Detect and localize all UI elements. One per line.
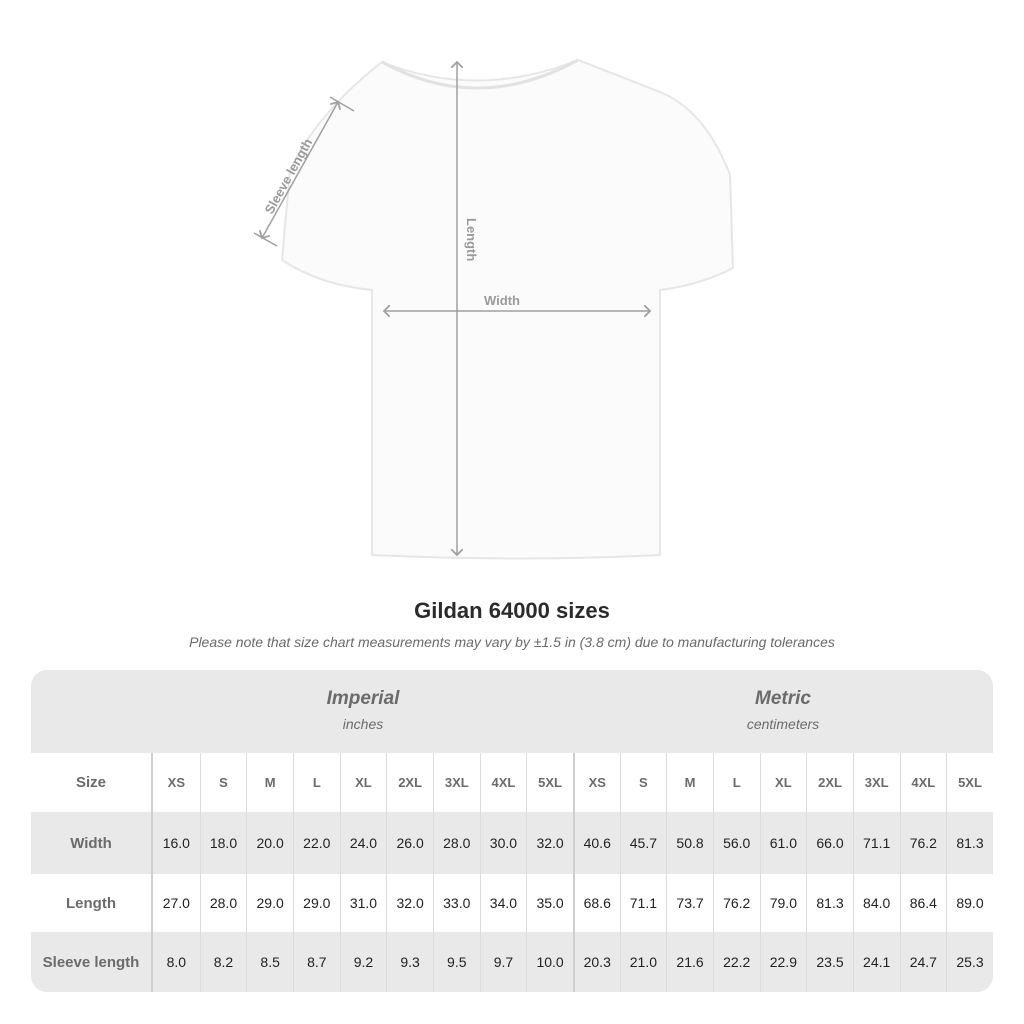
imperial-cell: 3XL (432, 753, 480, 812)
metric-cell: 21.0 (619, 932, 667, 992)
row-label: Size (31, 753, 153, 812)
metric-cell: XL (759, 753, 807, 812)
imperial-title: Imperial (326, 688, 400, 709)
imperial-cell: 8.2 (199, 932, 247, 992)
metric-cell: 4XL (899, 753, 947, 812)
tshirt-shape (280, 58, 735, 560)
metric-cell: 89.0 (946, 874, 993, 932)
imperial-cell: 8.5 (246, 932, 293, 992)
metric-cell: 3XL (852, 753, 900, 812)
imperial-cell: 29.0 (246, 874, 293, 932)
imperial-cell: 2XL (386, 753, 433, 812)
imperial-cell: 22.0 (292, 812, 340, 874)
chart-title: Gildan 64000 sizes (414, 598, 610, 623)
size-row: Size XS S M L XL 2XL 3XL 4XL 5XL XS S M L XL 2XL 3XL 4XL 5… (31, 753, 993, 812)
imperial-cell: 28.0 (432, 812, 480, 874)
metric-cell: 2XL (806, 753, 853, 812)
imperial-cell: 30.0 (479, 812, 527, 874)
metric-cell: 23.5 (806, 932, 853, 992)
metric-cell: 45.7 (619, 812, 667, 874)
metric-cell: XS (572, 753, 620, 812)
imperial-cell: 26.0 (386, 812, 433, 874)
imperial-unit: inches (342, 716, 384, 732)
imperial-header: Imperial inches (153, 670, 573, 753)
sleeve-length-row: Sleeve length 8.0 8.2 8.5 8.7 9.2 9.3 9.5 9.7 10.… (31, 932, 993, 992)
metric-cell: 76.2 (712, 874, 760, 932)
imperial-cell: 34.0 (479, 874, 527, 932)
imperial-cell: 10.0 (526, 932, 573, 992)
imperial-cell: 29.0 (292, 874, 340, 932)
imperial-cell: 32.0 (386, 874, 433, 932)
imperial-cell: 8.0 (166, 954, 187, 970)
tshirt-diagram: Sleeve length Length Width (253, 58, 735, 560)
imperial-cell: S (199, 753, 247, 812)
metric-cell: 21.6 (666, 932, 713, 992)
imperial-cell: 27.0 (162, 895, 190, 911)
imperial-cell: 28.0 (199, 874, 247, 932)
imperial-cell: 24.0 (339, 812, 387, 874)
metric-cell: 24.7 (899, 932, 947, 992)
metric-header: Metric centimeters (573, 670, 993, 753)
row-label: Length (31, 874, 153, 932)
metric-cell: L (712, 753, 760, 812)
metric-title: Metric (755, 688, 811, 709)
imperial-cell: 9.3 (386, 932, 433, 992)
imperial-cell: 31.0 (339, 874, 387, 932)
imperial-cell: 9.7 (479, 932, 527, 992)
metric-cell: 50.8 (666, 812, 713, 874)
metric-cell: 86.4 (899, 874, 947, 932)
tolerance-note: Please note that size chart measurements… (189, 634, 835, 650)
imperial-cell: 35.0 (526, 874, 573, 932)
metric-cell: 40.6 (572, 812, 620, 874)
imperial-cell: 9.2 (339, 932, 387, 992)
imperial-cell: XS (167, 775, 185, 790)
width-label: Width (484, 293, 520, 308)
imperial-cell: M (246, 753, 293, 812)
metric-cell: 73.7 (666, 874, 713, 932)
metric-cell: 76.2 (899, 812, 947, 874)
metric-cell: 71.1 (619, 874, 667, 932)
imperial-cell: 20.0 (246, 812, 293, 874)
metric-cell: 22.2 (712, 932, 760, 992)
size-table: Imperial inches Metric centimeters Size X… (31, 670, 993, 992)
length-row: Length 27.0 28.0 29.0 29.0 31.0 32.0 33.0 34.0 35… (31, 874, 993, 932)
imperial-cell: XL (339, 753, 387, 812)
metric-cell: 24.1 (852, 932, 900, 992)
row-label: Sleeve length (31, 932, 153, 992)
imperial-cell: 33.0 (432, 874, 480, 932)
imperial-cell: L (292, 753, 340, 812)
imperial-cell: 4XL (479, 753, 527, 812)
metric-cell: 66.0 (806, 812, 853, 874)
length-label: Length (464, 218, 479, 261)
row-label: Width (31, 812, 153, 874)
metric-cell: 84.0 (852, 874, 900, 932)
imperial-cell: 5XL (526, 753, 573, 812)
metric-cell: 22.9 (759, 932, 807, 992)
metric-cell: M (666, 753, 713, 812)
metric-cell: 61.0 (759, 812, 807, 874)
sleeve-arrow (262, 102, 338, 238)
metric-cell: S (619, 753, 667, 812)
imperial-cell: 8.7 (292, 932, 340, 992)
metric-cell: 20.3 (572, 932, 620, 992)
width-row: Width 16.0 18.0 20.0 22.0 24.0 26.0 28.0 30.0 32.… (31, 812, 993, 874)
metric-unit: centimeters (746, 716, 820, 732)
metric-cell: 81.3 (806, 874, 853, 932)
imperial-cell: 32.0 (526, 812, 573, 874)
metric-cell: 79.0 (759, 874, 807, 932)
imperial-cell: 18.0 (199, 812, 247, 874)
metric-cell: 56.0 (712, 812, 760, 874)
metric-cell: 68.6 (572, 874, 620, 932)
imperial-cell: 16.0 (162, 835, 190, 851)
metric-cell: 71.1 (852, 812, 900, 874)
imperial-cell: 9.5 (432, 932, 480, 992)
metric-cell: 81.3 (946, 812, 993, 874)
metric-cell: 25.3 (946, 932, 993, 992)
metric-cell: 5XL (946, 753, 993, 812)
